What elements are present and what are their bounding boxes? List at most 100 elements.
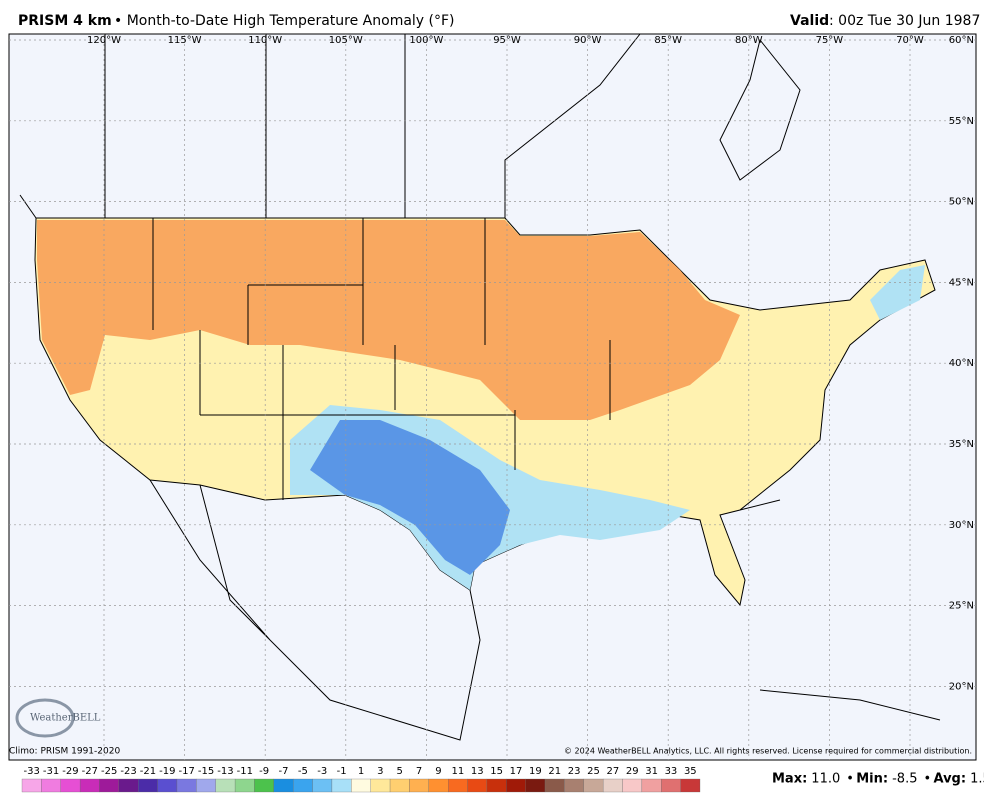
lon-label: 120°W	[87, 35, 121, 46]
lon-label: 85°W	[654, 35, 682, 46]
stats-separator: •	[846, 772, 854, 787]
colorbar-label: -9	[259, 766, 269, 777]
stat-label: Avg:	[933, 772, 966, 787]
colorbar-swatch	[448, 778, 468, 793]
colorbar-label: -23	[120, 766, 136, 777]
hudson-bay	[719, 38, 801, 181]
colorbar-label: 11	[451, 766, 464, 777]
colorbar-label: -31	[43, 766, 59, 777]
copyright: © 2024 WeatherBELL Analytics, LLC. All r…	[564, 747, 972, 756]
colorbar-swatch	[641, 778, 662, 793]
stat-label: Max:	[772, 772, 807, 787]
lon-label: 105°W	[329, 35, 363, 46]
colorbar-swatch	[157, 778, 178, 793]
colorbar-swatch	[99, 778, 120, 793]
colorbar-label: 35	[684, 766, 697, 777]
map: 120°W 115°W 110°W 105°W 100°W 95°W 90°W 85°W 80°…	[8, 33, 977, 761]
colorbar-swatch	[389, 778, 410, 793]
lon-label: 75°W	[816, 35, 844, 46]
colorbar-swatch	[21, 778, 42, 793]
lon-label: 80°W	[735, 35, 763, 46]
stats: Max:11.0•Min:-8.5•Avg:1.5	[772, 772, 984, 787]
colorbar-label: 13	[471, 766, 484, 777]
canada-lines	[19, 33, 641, 219]
lat-label: 35°N	[949, 439, 974, 450]
colorbar-label: -17	[178, 766, 194, 777]
climo: Climo: PRISM 1991-2020	[9, 747, 120, 757]
lon-label: 115°W	[168, 35, 202, 46]
colorbar-swatch	[351, 778, 371, 793]
colorbar-label: 33	[665, 766, 678, 777]
graticule	[9, 34, 976, 760]
colorbar-swatch	[544, 778, 565, 793]
colorbar-label: 7	[416, 766, 422, 777]
description: • Month-to-Date High Temperature Anomaly…	[114, 13, 455, 29]
lat-label: 45°N	[949, 277, 974, 288]
colorbar-swatch	[661, 778, 681, 793]
colorbar-swatch	[196, 778, 216, 793]
anomaly-light-blue-ne	[870, 265, 925, 320]
stat-value: 11.0	[811, 772, 840, 787]
colorbar-swatch	[331, 778, 352, 793]
colorbar-label: 19	[529, 766, 542, 777]
colorbar-swatch	[370, 778, 391, 793]
colorbar-label: 15	[490, 766, 503, 777]
colorbar-swatch	[215, 778, 236, 793]
valid-text: : 00z Tue 30 Jun 1987	[829, 13, 980, 29]
colorbar-label: -1	[337, 766, 347, 777]
lon-label: 100°W	[409, 35, 443, 46]
valid-label: Valid	[790, 13, 829, 29]
lat-label: 40°N	[949, 358, 974, 369]
colorbar-swatch	[564, 778, 584, 793]
colorbar-label: 5	[397, 766, 403, 777]
colorbar-label: -15	[198, 766, 214, 777]
colorbar-label: 25	[587, 766, 600, 777]
colorbar-label: -27	[82, 766, 98, 777]
colorbar-label: -13	[217, 766, 233, 777]
colorbar-swatch	[428, 778, 449, 793]
lon-labels: 120°W 115°W 110°W 105°W 100°W 95°W 90°W 85°W 80°…	[87, 35, 924, 46]
stat-label: Min:	[856, 772, 888, 787]
colorbar-label: 29	[626, 766, 639, 777]
colorbar-swatch	[467, 778, 488, 793]
anomaly-orange	[37, 220, 740, 420]
colorbar-swatch	[409, 778, 429, 793]
colorbar-label: -7	[279, 766, 289, 777]
colorbar-label: -11	[237, 766, 253, 777]
state-lines	[152, 218, 611, 500]
colorbar-swatch	[486, 778, 507, 793]
colorbar-label: -5	[298, 766, 308, 777]
colorbar-swatch	[293, 778, 313, 793]
lat-label: 30°N	[949, 520, 974, 531]
product: PRISM 4 km	[18, 13, 112, 29]
colorbar-swatch	[79, 778, 100, 793]
colorbar-label: 31	[645, 766, 658, 777]
lat-label: 55°N	[949, 116, 974, 127]
colorbar-swatch	[176, 778, 197, 793]
colorbar-label: 17	[510, 766, 523, 777]
colorbar-label: -21	[140, 766, 156, 777]
colorbar-label: 21	[548, 766, 561, 777]
colorbar-swatch	[622, 778, 643, 793]
lon-label: 70°W	[896, 35, 924, 46]
colorbar-label: 1	[358, 766, 364, 777]
colorbar-swatch	[583, 778, 604, 793]
stat-value: 1.5	[970, 772, 984, 787]
lon-label: 95°W	[493, 35, 521, 46]
lat-label: 50°N	[949, 197, 974, 208]
anomaly-blue	[310, 420, 510, 575]
colorbar-label: 3	[377, 766, 383, 777]
lat-labels: 60°N 55°N 50°N 45°N 40°N 35°N 30°N 25°N 20°N	[949, 35, 974, 692]
lon-label: 90°W	[574, 35, 602, 46]
logo-swirl	[15, 698, 75, 738]
colorbar-swatch	[60, 778, 81, 793]
colorbar: -33 -31 -29 -27 -25 -23 -21 -19 -17 -15 -13 -11 -9 -7…	[21, 766, 701, 793]
colorbar-label: 9	[435, 766, 441, 777]
colorbar-label: -3	[317, 766, 327, 777]
colorbar-swatch	[602, 778, 623, 793]
colorbar-swatch	[525, 778, 546, 793]
colorbar-swatch	[138, 778, 158, 793]
colorbar-swatch	[41, 778, 61, 793]
colorbar-swatch	[254, 778, 274, 793]
